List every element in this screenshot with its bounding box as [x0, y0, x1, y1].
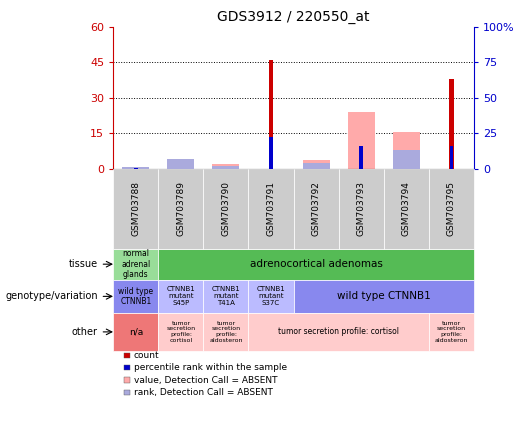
Bar: [392, 150, 420, 169]
Bar: [348, 112, 374, 169]
Text: genotype/variation: genotype/variation: [5, 291, 98, 301]
Text: GSM703795: GSM703795: [447, 181, 456, 236]
Bar: [167, 159, 194, 169]
Text: n/a: n/a: [129, 327, 143, 337]
Bar: [359, 146, 363, 169]
Text: tissue: tissue: [68, 259, 98, 269]
Bar: [449, 79, 454, 169]
Text: wild type CTNNB1: wild type CTNNB1: [337, 291, 431, 301]
Text: normal
adrenal
glands: normal adrenal glands: [121, 249, 150, 279]
Text: tumor secretion profile: cortisol: tumor secretion profile: cortisol: [278, 327, 399, 337]
Text: CTNNB1
mutant
T41A: CTNNB1 mutant T41A: [212, 286, 241, 306]
Bar: [122, 167, 149, 169]
Text: tumor
secretion
profile:
aldosteron: tumor secretion profile: aldosteron: [209, 321, 243, 343]
Bar: [392, 132, 420, 169]
Text: percentile rank within the sample: percentile rank within the sample: [134, 363, 287, 372]
Bar: [302, 160, 330, 169]
Text: GSM703792: GSM703792: [312, 181, 320, 236]
Text: count: count: [134, 351, 160, 360]
Text: GSM703794: GSM703794: [402, 181, 410, 236]
Text: tumor
secretion
profile:
cortisol: tumor secretion profile: cortisol: [166, 321, 196, 343]
Text: rank, Detection Call = ABSENT: rank, Detection Call = ABSENT: [134, 388, 273, 397]
Text: GSM703793: GSM703793: [357, 181, 366, 236]
Text: CTNNB1
mutant
S45P: CTNNB1 mutant S45P: [166, 286, 195, 306]
Text: wild type
CTNNB1: wild type CTNNB1: [118, 287, 153, 306]
Text: GSM703788: GSM703788: [131, 181, 140, 236]
Title: GDS3912 / 220550_at: GDS3912 / 220550_at: [217, 10, 370, 24]
Bar: [450, 146, 453, 169]
Text: GSM703790: GSM703790: [221, 181, 230, 236]
Bar: [269, 138, 273, 169]
Bar: [268, 60, 273, 169]
Text: GSM703791: GSM703791: [267, 181, 276, 236]
Bar: [167, 162, 194, 169]
Text: value, Detection Call = ABSENT: value, Detection Call = ABSENT: [134, 376, 278, 385]
Bar: [212, 164, 239, 169]
Text: GSM703789: GSM703789: [177, 181, 185, 236]
Text: adrenocortical adenomas: adrenocortical adenomas: [250, 259, 383, 269]
Text: other: other: [72, 327, 98, 337]
Text: CTNNB1
mutant
S37C: CTNNB1 mutant S37C: [256, 286, 285, 306]
Bar: [212, 166, 239, 169]
Text: tumor
secretion
profile:
aldosteron: tumor secretion profile: aldosteron: [435, 321, 468, 343]
Bar: [134, 168, 138, 169]
Bar: [302, 163, 330, 169]
